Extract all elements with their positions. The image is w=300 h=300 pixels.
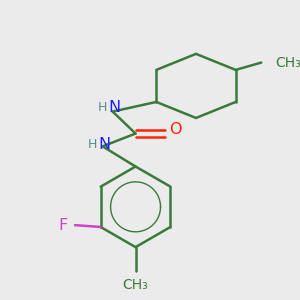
Text: CH₃: CH₃	[123, 278, 148, 292]
Text: O: O	[169, 122, 182, 137]
Text: H: H	[98, 101, 107, 114]
Text: N: N	[98, 137, 110, 152]
Text: F: F	[58, 218, 68, 232]
Text: H: H	[88, 138, 97, 151]
Text: N: N	[108, 100, 121, 116]
Text: CH₃: CH₃	[275, 56, 300, 70]
